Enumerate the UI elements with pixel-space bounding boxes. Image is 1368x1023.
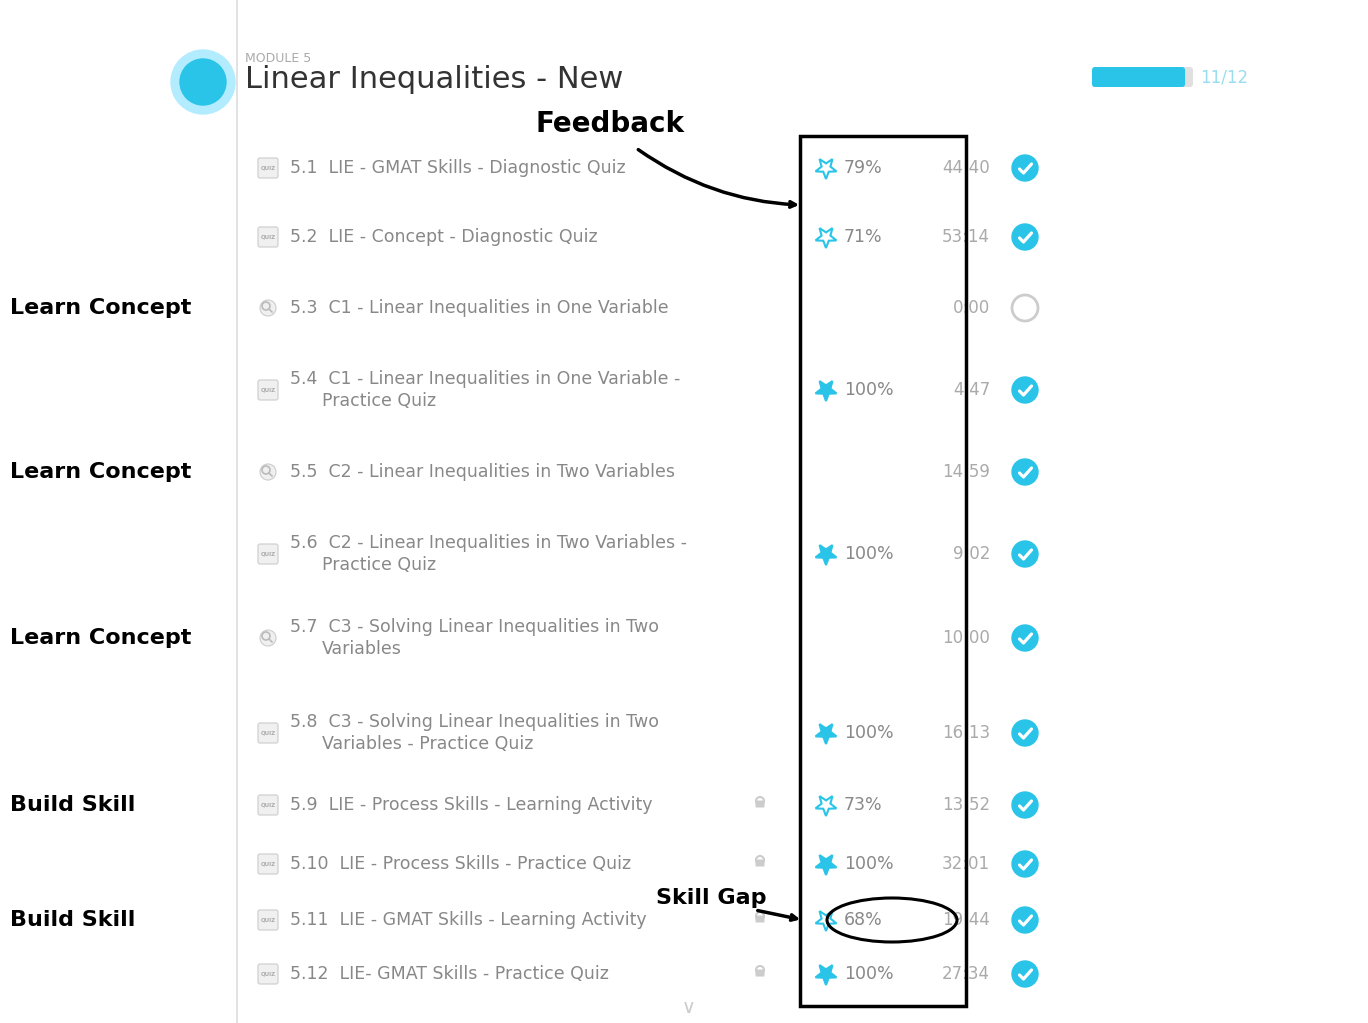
Text: Learn Concept: Learn Concept — [10, 298, 192, 318]
Polygon shape — [815, 160, 836, 179]
Circle shape — [1012, 720, 1038, 746]
Text: Build Skill: Build Skill — [10, 910, 135, 930]
Text: Feedback: Feedback — [535, 110, 684, 138]
FancyBboxPatch shape — [259, 795, 278, 815]
Circle shape — [171, 50, 235, 114]
Text: 71%: 71% — [844, 228, 882, 246]
Bar — [800, 136, 966, 1006]
FancyBboxPatch shape — [755, 970, 765, 977]
Text: QUIZ: QUIZ — [260, 918, 275, 923]
Text: 5.9  LIE - Process Skills - Learning Activity: 5.9 LIE - Process Skills - Learning Acti… — [290, 796, 653, 814]
Circle shape — [1012, 851, 1038, 877]
Polygon shape — [815, 911, 836, 931]
Text: Practice Quiz: Practice Quiz — [321, 392, 436, 410]
Circle shape — [1012, 541, 1038, 567]
Text: 19:44: 19:44 — [943, 911, 990, 929]
Circle shape — [181, 59, 226, 105]
FancyBboxPatch shape — [1092, 66, 1185, 87]
Text: QUIZ: QUIZ — [260, 234, 275, 239]
Polygon shape — [815, 965, 836, 985]
FancyBboxPatch shape — [755, 916, 765, 923]
Text: 0:00: 0:00 — [952, 299, 990, 317]
Text: 100%: 100% — [844, 724, 893, 742]
Text: QUIZ: QUIZ — [260, 388, 275, 393]
Text: Linear Inequalities - New: Linear Inequalities - New — [245, 65, 624, 94]
Text: 5.10  LIE - Process Skills - Practice Quiz: 5.10 LIE - Process Skills - Practice Qui… — [290, 855, 631, 873]
Polygon shape — [815, 724, 836, 744]
Text: QUIZ: QUIZ — [260, 972, 275, 977]
Text: 100%: 100% — [844, 855, 893, 873]
Text: 32:01: 32:01 — [943, 855, 990, 873]
Circle shape — [1012, 792, 1038, 818]
Text: QUIZ: QUIZ — [260, 730, 275, 736]
Text: 5.2  LIE - Concept - Diagnostic Quiz: 5.2 LIE - Concept - Diagnostic Quiz — [290, 228, 598, 246]
Text: 5.12  LIE- GMAT Skills - Practice Quiz: 5.12 LIE- GMAT Skills - Practice Quiz — [290, 965, 609, 983]
Text: Variables - Practice Quiz: Variables - Practice Quiz — [321, 735, 534, 753]
Text: 10:00: 10:00 — [943, 629, 990, 647]
Text: 5.3  C1 - Linear Inequalities in One Variable: 5.3 C1 - Linear Inequalities in One Vari… — [290, 299, 669, 317]
Text: 5.7  C3 - Solving Linear Inequalities in Two: 5.7 C3 - Solving Linear Inequalities in … — [290, 618, 659, 636]
Text: MODULE 5: MODULE 5 — [245, 52, 312, 65]
Circle shape — [1012, 459, 1038, 485]
Text: 100%: 100% — [844, 545, 893, 563]
Circle shape — [1012, 377, 1038, 403]
Text: Skill Gap: Skill Gap — [657, 888, 766, 908]
Polygon shape — [815, 855, 836, 875]
Polygon shape — [815, 382, 836, 401]
Text: 5.1  LIE - GMAT Skills - Diagnostic Quiz: 5.1 LIE - GMAT Skills - Diagnostic Quiz — [290, 159, 625, 177]
Text: QUIZ: QUIZ — [260, 551, 275, 557]
Circle shape — [260, 630, 276, 646]
Text: 100%: 100% — [844, 965, 893, 983]
FancyBboxPatch shape — [755, 801, 765, 807]
Circle shape — [260, 300, 276, 316]
Text: 53:14: 53:14 — [943, 228, 990, 246]
Circle shape — [1012, 224, 1038, 250]
Text: 73%: 73% — [844, 796, 882, 814]
Circle shape — [1012, 625, 1038, 651]
FancyBboxPatch shape — [259, 910, 278, 930]
Text: Learn Concept: Learn Concept — [10, 628, 192, 648]
Text: 9:02: 9:02 — [952, 545, 990, 563]
FancyBboxPatch shape — [259, 158, 278, 178]
Text: 79%: 79% — [844, 159, 882, 177]
Polygon shape — [815, 545, 836, 565]
FancyBboxPatch shape — [259, 380, 278, 400]
Text: QUIZ: QUIZ — [260, 166, 275, 171]
Text: 4:47: 4:47 — [952, 381, 990, 399]
Text: 5.8  C3 - Solving Linear Inequalities in Two: 5.8 C3 - Solving Linear Inequalities in … — [290, 713, 659, 731]
Text: Learn Concept: Learn Concept — [10, 462, 192, 482]
Text: 5.4  C1 - Linear Inequalities in One Variable -: 5.4 C1 - Linear Inequalities in One Vari… — [290, 370, 680, 388]
Text: 16:13: 16:13 — [943, 724, 990, 742]
Text: 44:40: 44:40 — [943, 159, 990, 177]
Circle shape — [1012, 155, 1038, 181]
FancyBboxPatch shape — [259, 964, 278, 984]
Text: QUIZ: QUIZ — [260, 802, 275, 807]
Circle shape — [1012, 961, 1038, 987]
Text: 5.5  C2 - Linear Inequalities in Two Variables: 5.5 C2 - Linear Inequalities in Two Vari… — [290, 463, 674, 481]
FancyBboxPatch shape — [259, 544, 278, 564]
Polygon shape — [815, 228, 836, 248]
Text: 5.11  LIE - GMAT Skills - Learning Activity: 5.11 LIE - GMAT Skills - Learning Activi… — [290, 911, 647, 929]
FancyBboxPatch shape — [259, 227, 278, 247]
Text: 11/12: 11/12 — [1200, 68, 1248, 86]
Circle shape — [260, 464, 276, 480]
Polygon shape — [815, 796, 836, 816]
FancyBboxPatch shape — [1092, 66, 1193, 87]
Text: 13:52: 13:52 — [943, 796, 990, 814]
Text: Build Skill: Build Skill — [10, 795, 135, 815]
Text: QUIZ: QUIZ — [260, 861, 275, 866]
Text: Variables: Variables — [321, 640, 402, 658]
Text: 68%: 68% — [844, 911, 882, 929]
FancyBboxPatch shape — [755, 859, 765, 866]
Text: 5.6  C2 - Linear Inequalities in Two Variables -: 5.6 C2 - Linear Inequalities in Two Vari… — [290, 534, 687, 552]
Circle shape — [1012, 907, 1038, 933]
FancyBboxPatch shape — [259, 854, 278, 874]
Text: 14:59: 14:59 — [943, 463, 990, 481]
Text: Practice Quiz: Practice Quiz — [321, 555, 436, 574]
Text: ∧: ∧ — [677, 995, 691, 1015]
Text: 27:34: 27:34 — [943, 965, 990, 983]
FancyBboxPatch shape — [259, 723, 278, 743]
Text: 100%: 100% — [844, 381, 893, 399]
